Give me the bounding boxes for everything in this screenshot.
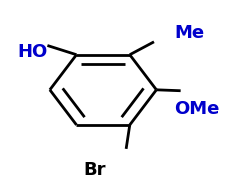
Text: OMe: OMe: [175, 100, 220, 118]
Text: Me: Me: [175, 24, 205, 42]
Text: Br: Br: [83, 161, 106, 179]
Text: HO: HO: [17, 43, 47, 61]
